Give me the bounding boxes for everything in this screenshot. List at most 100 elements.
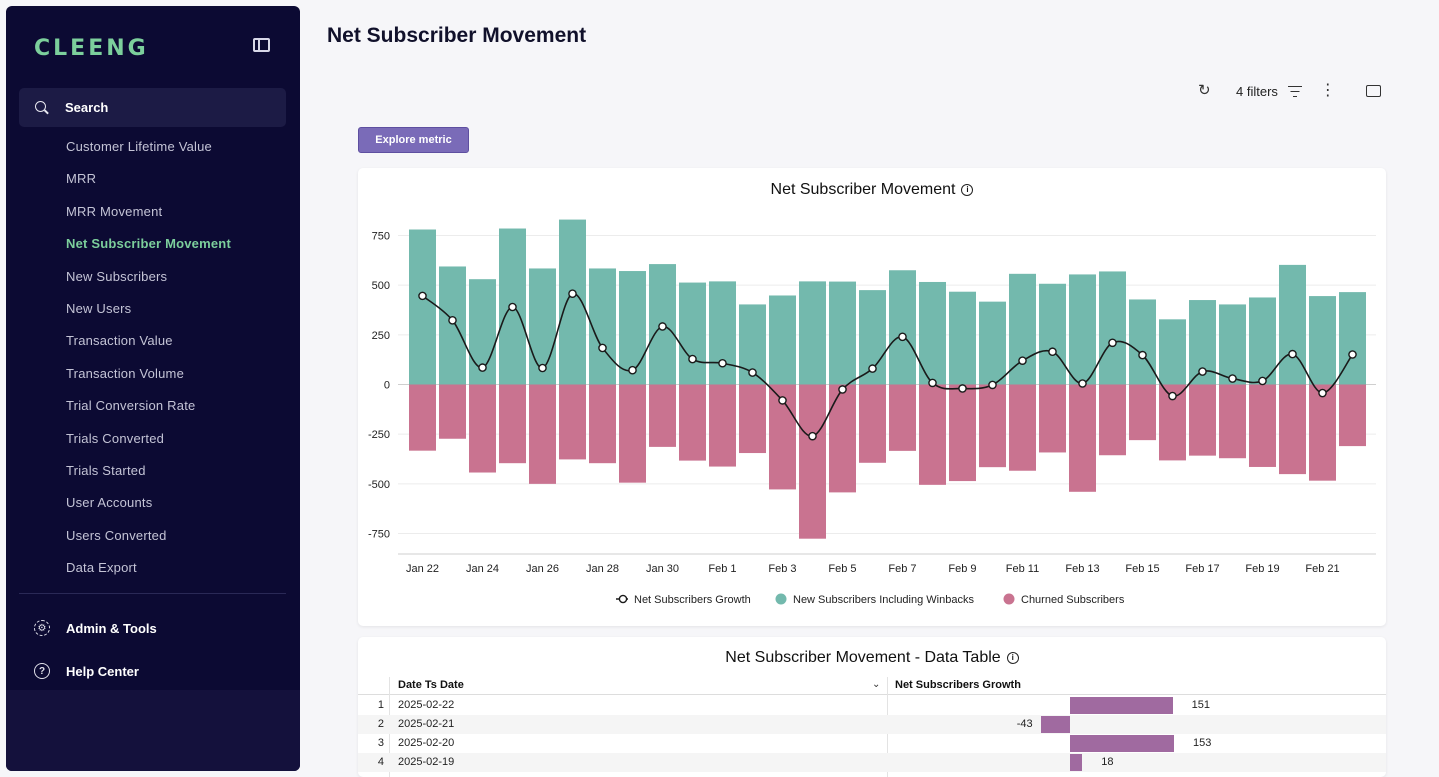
x-tick-label: Feb 11	[1006, 563, 1039, 575]
x-tick-label: Feb 5	[828, 563, 856, 575]
explore-metric-button[interactable]: Explore metric	[358, 127, 469, 153]
folder-icon[interactable]	[1365, 85, 1381, 97]
bar-new-subscribers	[1009, 273, 1036, 385]
sidebar-toggle-icon[interactable]	[253, 38, 270, 52]
line-point	[478, 363, 487, 372]
bar-new-subscribers	[979, 301, 1006, 385]
line-point	[1348, 350, 1357, 359]
bar-new-subscribers	[949, 291, 976, 385]
info-icon[interactable]: i	[1006, 651, 1019, 664]
gear-icon: ⚙	[34, 620, 50, 636]
table-row[interactable]: 1 2025-02-22 151	[358, 696, 1386, 715]
sidebar-item-users-converted[interactable]: Users Converted	[66, 527, 167, 543]
x-tick-label: Jan 26	[526, 563, 559, 575]
refresh-icon[interactable]: ↻	[1198, 82, 1211, 99]
bar-churned-subscribers	[1279, 384, 1306, 475]
bar-new-subscribers	[679, 282, 706, 385]
sidebar-item-transaction-value[interactable]: Transaction Value	[66, 333, 173, 349]
sidebar-item-trial-conversion-rate[interactable]: Trial Conversion Rate	[66, 398, 196, 414]
row-number: 3	[377, 737, 384, 749]
bar-churned-subscribers	[1309, 384, 1336, 481]
bar-new-subscribers	[769, 295, 796, 385]
legend-color-swatch	[775, 593, 787, 605]
bar-churned-subscribers	[649, 384, 676, 447]
filters-button[interactable]: 4 filters	[1236, 83, 1278, 99]
x-tick-label: Feb 17	[1185, 563, 1219, 575]
table-row[interactable]: 3 2025-02-20 153	[358, 734, 1386, 753]
chart-title: Net Subscriber Movement i	[358, 181, 1386, 199]
row-number: 4	[377, 756, 384, 768]
table-header: Date Ts Date ⌄ Net Subscribers Growth	[358, 677, 1386, 695]
x-tick-label: Jan 22	[406, 563, 439, 575]
cleeng-logo[interactable]: CLEENG	[34, 36, 149, 61]
sidebar-item-new-users[interactable]: New Users	[66, 301, 132, 316]
bar-churned-subscribers	[979, 384, 1006, 468]
bar-churned-subscribers	[1009, 384, 1036, 471]
sidebar-item-mrr[interactable]: MRR	[66, 171, 97, 187]
bar-churned-subscribers	[1219, 384, 1246, 459]
search-icon	[35, 100, 49, 115]
sidebar-item-mrr-movement[interactable]: MRR Movement	[66, 203, 163, 219]
line-point	[1168, 391, 1177, 401]
sidebar-nav: Customer Lifetime Value MRR MRR Movement Ne…	[6, 136, 300, 582]
help-icon: ?	[34, 663, 50, 679]
y-tick-label: 500	[372, 280, 390, 292]
sidebar-item-admin-tools[interactable]: ⚙ Admin & Tools	[34, 620, 157, 636]
legend-label: Net Subscribers Growth	[634, 594, 751, 606]
line-point	[568, 289, 577, 298]
line-point	[808, 431, 817, 441]
more-options-icon[interactable]: ⋮	[1319, 82, 1336, 99]
page-title: Net Subscriber Movement	[327, 24, 587, 47]
filter-icon[interactable]	[1287, 85, 1302, 98]
info-icon[interactable]: i	[961, 183, 974, 196]
column-header-date[interactable]: Date Ts Date	[398, 679, 464, 691]
table-row[interactable]: 4 2025-02-19 18	[358, 753, 1386, 772]
line-point	[1078, 379, 1087, 388]
sidebar-item-net-subscriber-movement[interactable]: Net Subscriber Movement	[66, 236, 231, 252]
bar-churned-subscribers	[739, 384, 766, 454]
y-tick-label: 0	[384, 380, 390, 392]
row-date: 2025-02-22	[398, 699, 455, 711]
bar-new-subscribers	[589, 268, 616, 385]
x-tick-label: Feb 19	[1245, 563, 1279, 575]
sidebar-item-transaction-volume[interactable]: Transaction Volume	[66, 365, 185, 381]
row-date: 2025-02-19	[398, 756, 455, 768]
line-point	[1288, 349, 1297, 359]
table-row[interactable]: 2 2025-02-21 -43	[358, 715, 1386, 734]
column-header-growth[interactable]: Net Subscribers Growth	[895, 679, 1021, 691]
growth-bar	[1070, 754, 1083, 771]
line-point	[448, 316, 457, 325]
bar-new-subscribers	[409, 229, 436, 385]
sidebar-item-help-center[interactable]: ? Help Center	[34, 663, 139, 679]
search-button[interactable]: Search	[19, 88, 286, 127]
sidebar-item-new-subscribers[interactable]: New Subscribers	[66, 268, 168, 284]
line-point	[1318, 388, 1327, 398]
line-point	[538, 363, 547, 373]
x-tick-label: Feb 1	[708, 563, 736, 575]
chevron-down-icon[interactable]: ⌄	[872, 679, 881, 690]
line-point	[1228, 374, 1237, 383]
growth-value: 18	[1101, 756, 1114, 768]
row-number: 2	[377, 718, 384, 730]
x-tick-label: Feb 7	[888, 563, 916, 575]
line-point	[658, 322, 667, 331]
sidebar-divider	[19, 593, 286, 594]
bar-churned-subscribers	[589, 384, 616, 464]
bar-new-subscribers	[1309, 296, 1336, 385]
bar-new-subscribers	[829, 281, 856, 385]
sidebar-item-user-accounts[interactable]: User Accounts	[66, 495, 153, 511]
line-point	[1258, 376, 1267, 386]
bar-churned-subscribers	[919, 384, 946, 485]
line-point	[688, 354, 697, 364]
line-point	[628, 365, 637, 375]
chart-title-text: Net Subscriber Movement	[770, 181, 956, 198]
admin-tools-label: Admin & Tools	[66, 620, 157, 636]
bar-new-subscribers	[1039, 283, 1066, 385]
sidebar-item-data-export[interactable]: Data Export	[66, 560, 137, 576]
sidebar-item-customer-lifetime-value[interactable]: Customer Lifetime Value	[66, 139, 212, 154]
y-tick-label: 250	[372, 330, 390, 342]
sidebar-item-trials-converted[interactable]: Trials Converted	[66, 430, 165, 446]
line-point	[1018, 356, 1027, 365]
sidebar-item-trials-started[interactable]: Trials Started	[66, 463, 146, 478]
bar-new-subscribers	[709, 281, 736, 385]
